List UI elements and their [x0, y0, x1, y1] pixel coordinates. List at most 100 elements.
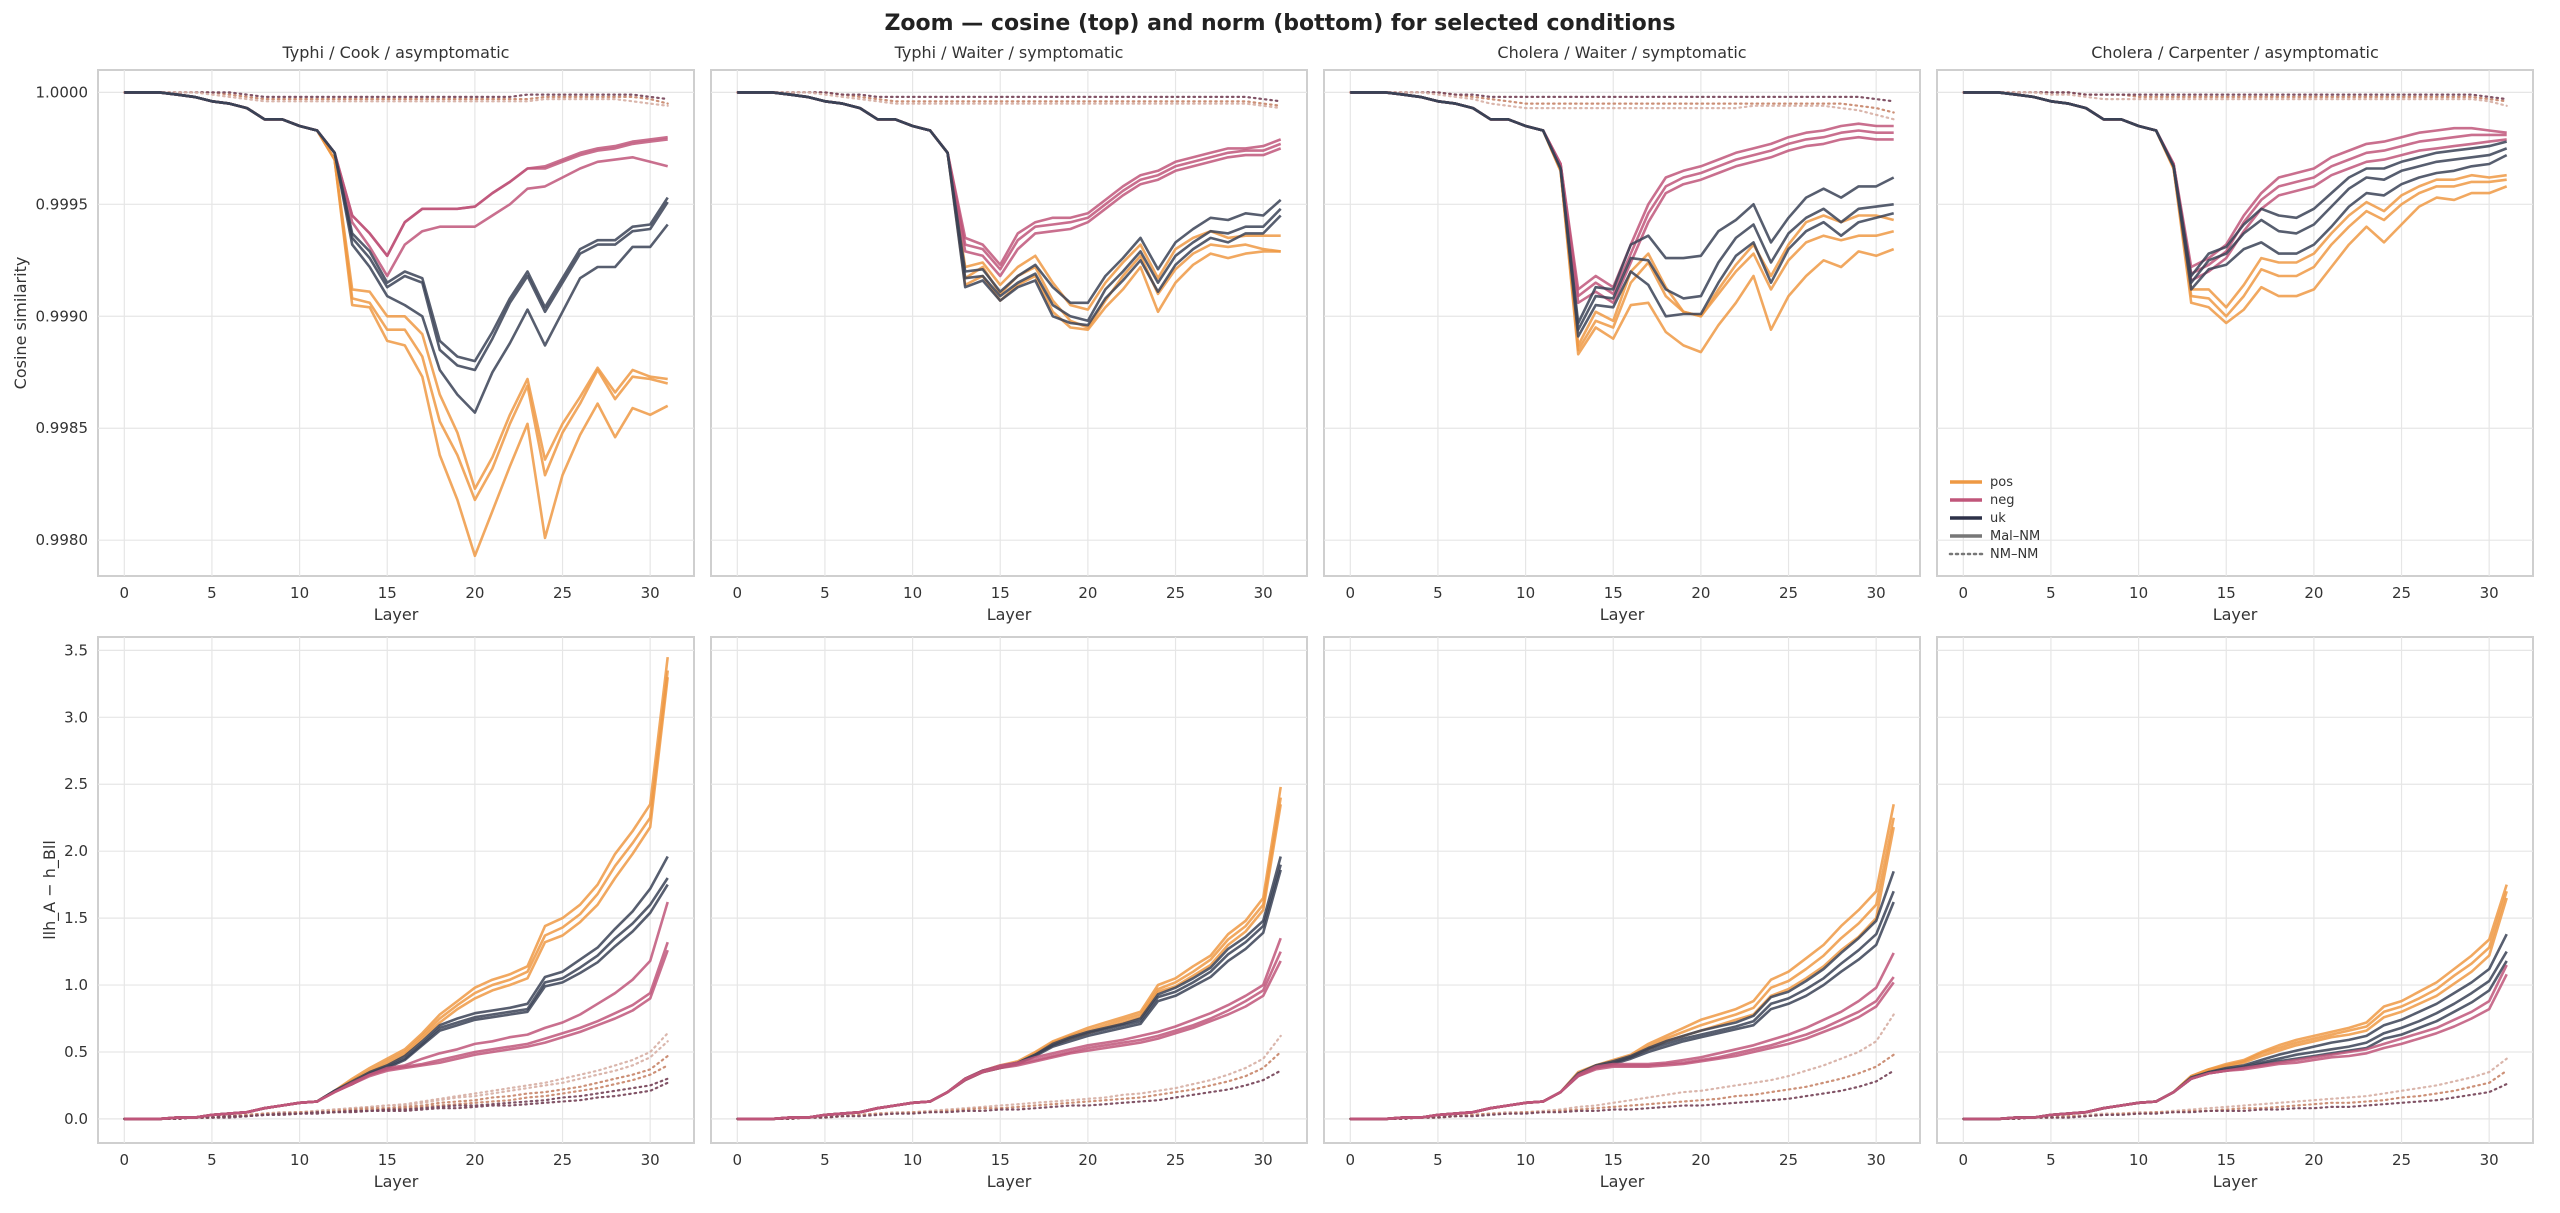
x-tick-label: 10: [290, 1151, 309, 1169]
x-axis-label: Layer: [374, 605, 419, 624]
series-line-uk: [737, 91, 1282, 327]
x-tick-label: 10: [2129, 1151, 2148, 1169]
x-tick-label: 20: [465, 584, 484, 602]
y-tick-label: 3.0: [64, 708, 88, 726]
legend-label-neg: neg: [1990, 493, 2015, 508]
series-line-nm-nm: [123, 1077, 669, 1121]
x-tick-label: 20: [1078, 584, 1097, 602]
x-tick-label: 0: [120, 1151, 130, 1169]
x-axis-label: Layer: [374, 1172, 419, 1191]
plot-area: [1936, 636, 2534, 1144]
y-tick-label: 0.9985: [36, 419, 89, 437]
series-line-neg: [124, 949, 669, 1121]
series-line-uk: [1350, 91, 1895, 338]
series-line-neg: [737, 960, 1282, 1121]
series-line-neg: [1350, 981, 1895, 1121]
x-tick-label: 30: [1867, 1151, 1886, 1169]
series-line-nm-nm: [736, 91, 1282, 110]
cosine-panel-cholera-carpenter: 0 5 10 15 20 25 30 Cholera / Carpenter / asympt…: [1936, 43, 2534, 624]
series-line-nm-nm: [123, 91, 669, 101]
plot-area: [97, 69, 695, 577]
plot-area: [710, 636, 1308, 1144]
x-tick-label: 5: [2046, 584, 2056, 602]
x-tick-label: 0: [1346, 1151, 1356, 1169]
series-line-neg: [1963, 973, 2508, 1121]
x-tick-label: 30: [1254, 1151, 1273, 1169]
x-axis-label: Layer: [987, 605, 1032, 624]
y-tick-label: 3.5: [64, 641, 88, 659]
series-line-nm-nm: [123, 1081, 669, 1121]
panel-title: Typhi / Waiter / symptomatic: [894, 43, 1124, 62]
series-line-nm-nm: [1962, 91, 2508, 107]
x-tick-label: 0: [733, 1151, 743, 1169]
series-line-nm-nm: [736, 1069, 1282, 1121]
series-line-nm-nm: [1962, 91, 2508, 101]
plot-area: [1936, 69, 2534, 577]
cosine-panel-typhi-waiter: 0 5 10 15 20 25 30 Typhi / Waiter / symptomatic…: [710, 43, 1308, 624]
y-tick-label: 1.0000: [36, 83, 89, 101]
x-tick-label: 5: [2046, 1151, 2056, 1169]
y-tick-label: 0.5: [64, 1043, 88, 1061]
x-tick-label: 0: [733, 584, 743, 602]
x-tick-label: 15: [1604, 1151, 1623, 1169]
series-line-nm-nm: [1349, 91, 1895, 103]
x-axis-label: Layer: [2213, 605, 2258, 624]
series-line-uk: [124, 91, 669, 414]
x-tick-label: 30: [2480, 584, 2499, 602]
x-tick-label: 0: [120, 584, 130, 602]
series-line-nm-nm: [1962, 1082, 2508, 1121]
x-tick-label: 30: [1867, 584, 1886, 602]
x-tick-label: 5: [207, 584, 217, 602]
x-tick-label: 25: [2392, 584, 2411, 602]
series-line-nm-nm: [736, 91, 1282, 103]
x-tick-label: 15: [2217, 584, 2236, 602]
y-tick-label: 0.9990: [36, 307, 89, 325]
x-tick-label: 5: [820, 584, 830, 602]
panel-title: Typhi / Cook / asymptomatic: [282, 43, 510, 62]
plot-area: [710, 69, 1308, 577]
x-tick-label: 5: [1433, 1151, 1443, 1169]
panel-title: Cholera / Waiter / symptomatic: [1497, 43, 1746, 62]
x-tick-label: 20: [1078, 1151, 1097, 1169]
series-line-nm-nm: [1962, 1069, 2508, 1121]
x-tick-label: 15: [991, 1151, 1010, 1169]
x-tick-label: 30: [641, 584, 660, 602]
x-tick-label: 15: [991, 584, 1010, 602]
x-axis-label: Layer: [1600, 605, 1645, 624]
cosine-panel-cholera-waiter: 0 5 10 15 20 25 30 Cholera / Waiter / symptomat…: [1323, 43, 1921, 624]
y-tick-label: 0.0: [64, 1110, 88, 1128]
legend-label-nm-nm: NM–NM: [1990, 547, 2038, 562]
y-tick-label: 1.0: [64, 976, 88, 994]
x-tick-label: 0: [1959, 1151, 1969, 1169]
x-tick-label: 25: [553, 584, 572, 602]
series-line-uk: [1963, 91, 2508, 291]
norm-panel-cholera-waiter: 0 5 10 15 20 25 30 Layer: [1323, 636, 1921, 1191]
x-tick-label: 15: [378, 1151, 397, 1169]
x-tick-label: 30: [1254, 584, 1273, 602]
norm-panel-cholera-carpenter: 0 5 10 15 20 25 30 Layer: [1936, 636, 2534, 1191]
x-tick-label: 10: [2129, 584, 2148, 602]
x-tick-label: 20: [2304, 584, 2323, 602]
x-tick-label: 0: [1346, 584, 1356, 602]
panel-title: Cholera / Carpenter / asymptomatic: [2091, 43, 2379, 62]
legend-label-pos: pos: [1990, 475, 2013, 490]
x-tick-label: 25: [1166, 1151, 1185, 1169]
x-tick-label: 15: [378, 584, 397, 602]
x-axis-label: Layer: [1600, 1172, 1645, 1191]
x-tick-label: 10: [903, 1151, 922, 1169]
y-tick-label: 0.9995: [36, 195, 89, 213]
x-tick-label: 10: [1516, 584, 1535, 602]
y-tick-label: 1.5: [64, 909, 88, 927]
x-tick-label: 20: [1691, 584, 1710, 602]
legend: pos neg uk Mal–NM NM–NM: [1948, 475, 2040, 562]
y-axis-label: llh_A − h_Bll: [40, 840, 60, 940]
x-tick-label: 10: [1516, 1151, 1535, 1169]
x-tick-label: 25: [2392, 1151, 2411, 1169]
y-axis-label: Cosine similarity: [11, 257, 30, 390]
x-tick-label: 10: [903, 584, 922, 602]
x-tick-label: 25: [553, 1151, 572, 1169]
norm-panel-typhi-waiter: 0 5 10 15 20 25 30 Layer: [710, 636, 1308, 1191]
y-tick-label: 0.9980: [36, 531, 89, 549]
x-tick-label: 20: [465, 1151, 484, 1169]
